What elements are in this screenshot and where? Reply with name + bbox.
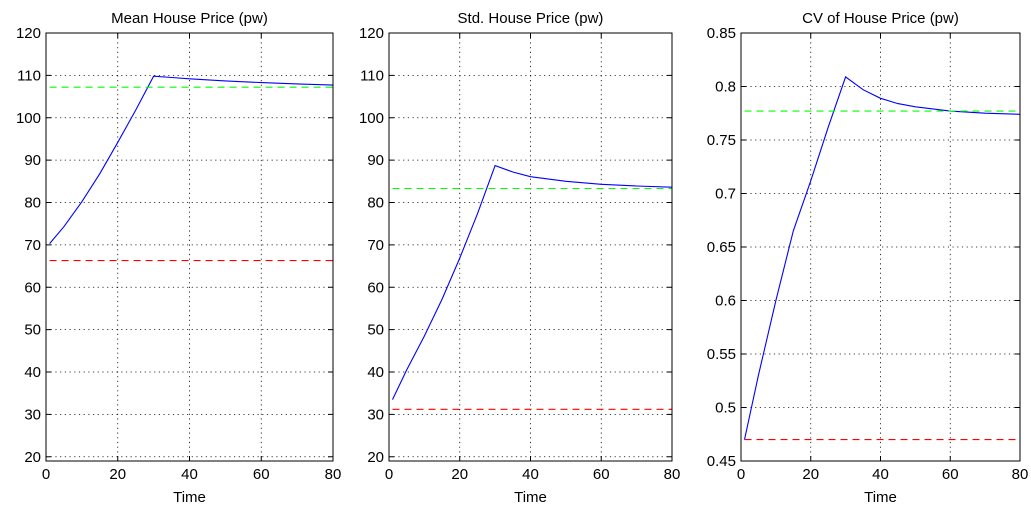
y-tick-label: 80: [24, 195, 41, 212]
plot-frame: [388, 32, 673, 462]
y-tick-label: 100: [359, 110, 384, 127]
plot-frame: [740, 32, 1021, 462]
x-tick-label: 60: [942, 466, 959, 483]
x-tick-label: 20: [451, 466, 468, 483]
x-tick-label: 0: [737, 466, 745, 483]
y-tick-label: 30: [24, 406, 41, 423]
x-tick-label: 40: [872, 466, 889, 483]
y-tick-label: 0.55: [707, 346, 736, 363]
x-tick-label: 60: [253, 466, 270, 483]
series-line-1: [49, 75, 334, 244]
y-tick-label: 50: [24, 322, 41, 339]
x-tick-label: 0: [385, 466, 393, 483]
x-tick-label: 20: [109, 466, 126, 483]
y-tick-label: 40: [24, 364, 41, 381]
subplot-3: 0 20 40 60 80 0.45 0.5 0.55 0.6 0.65 0.7 0.75 0.8 0.8…: [707, 10, 1029, 506]
y-tick-label: 0.6: [715, 293, 736, 310]
x-tick-label: 80: [325, 466, 342, 483]
y-tick-label: 0.8: [715, 79, 736, 96]
y-tick-label: 60: [24, 279, 41, 296]
x-tick-label: 60: [593, 466, 610, 483]
x-tick-label: 80: [664, 466, 681, 483]
series-line-1: [743, 76, 1021, 440]
y-tick-label: 0.85: [707, 25, 736, 42]
x-tick-label: 40: [522, 466, 539, 483]
y-tick-label: 50: [367, 322, 384, 339]
y-tick-label: 0.7: [715, 186, 736, 203]
x-tick-label: 40: [181, 466, 198, 483]
y-tick-label: 120: [359, 25, 384, 42]
y-tick-label: 70: [367, 237, 384, 254]
x-axis-label: Time: [173, 489, 206, 506]
y-tick-label: 30: [367, 406, 384, 423]
x-tick-label: 0: [42, 466, 50, 483]
y-tick-label: 40: [367, 364, 384, 381]
y-tick-label: 60: [367, 279, 384, 296]
y-tick-label: 0.75: [707, 132, 736, 149]
x-tick-label: 20: [802, 466, 819, 483]
y-tick-label: 100: [16, 110, 41, 127]
y-tick-label: 20: [367, 449, 384, 466]
y-tick-label: 70: [24, 237, 41, 254]
y-tick-label: 110: [360, 67, 384, 84]
y-tick-label: 90: [24, 152, 41, 169]
series-line-1: [392, 164, 673, 400]
x-axis-label: Time: [514, 489, 547, 506]
y-tick-label: 0.45: [707, 453, 736, 470]
y-tick-label: 90: [367, 152, 384, 169]
y-tick-label: 0.5: [715, 400, 736, 417]
y-tick-label: 110: [17, 67, 41, 84]
chart-title: Std. House Price (pw): [458, 10, 604, 27]
y-tick-label: 0.65: [707, 239, 736, 256]
y-tick-label: 80: [367, 195, 384, 212]
chart-title: CV of House Price (pw): [802, 10, 959, 27]
x-tick-label: 80: [1012, 466, 1029, 483]
y-tick-label: 20: [24, 449, 41, 466]
plot-frame: [45, 32, 334, 462]
chart-title: Mean House Price (pw): [111, 10, 268, 27]
x-axis-label: Time: [864, 489, 897, 506]
y-tick-label: 120: [16, 25, 41, 42]
